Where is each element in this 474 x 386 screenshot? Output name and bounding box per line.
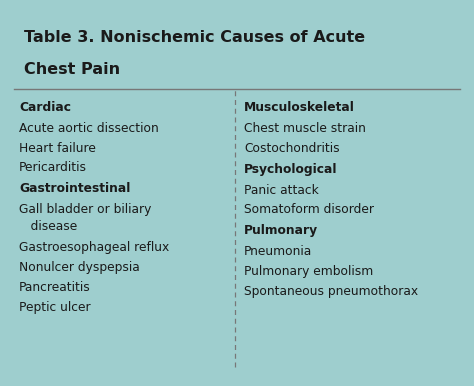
Text: Pneumonia: Pneumonia [244,245,312,258]
Text: Panic attack: Panic attack [244,184,319,197]
Text: disease: disease [19,220,77,233]
Text: Gall bladder or biliary: Gall bladder or biliary [19,203,151,217]
Text: Nonulcer dyspepsia: Nonulcer dyspepsia [19,261,140,274]
Text: Peptic ulcer: Peptic ulcer [19,301,91,314]
Text: Psychological: Psychological [244,163,337,176]
Text: Table 3. Nonischemic Causes of Acute: Table 3. Nonischemic Causes of Acute [24,30,365,46]
Text: Acute aortic dissection: Acute aortic dissection [19,122,159,135]
Text: Chest muscle strain: Chest muscle strain [244,122,366,135]
Text: Gastrointestinal: Gastrointestinal [19,182,130,195]
Text: Pericarditis: Pericarditis [19,161,87,174]
Text: Gastroesophageal reflux: Gastroesophageal reflux [19,240,169,254]
Text: Costochondritis: Costochondritis [244,142,340,155]
Text: Pancreatitis: Pancreatitis [19,281,91,294]
Text: Spontaneous pneumothorax: Spontaneous pneumothorax [244,285,418,298]
Text: Chest Pain: Chest Pain [24,63,120,78]
Text: Somatoform disorder: Somatoform disorder [244,203,374,217]
Text: Pulmonary: Pulmonary [244,224,318,237]
Text: Cardiac: Cardiac [19,101,71,113]
Text: Heart failure: Heart failure [19,142,96,155]
Text: Musculoskeletal: Musculoskeletal [244,101,355,113]
Text: Pulmonary embolism: Pulmonary embolism [244,265,374,278]
